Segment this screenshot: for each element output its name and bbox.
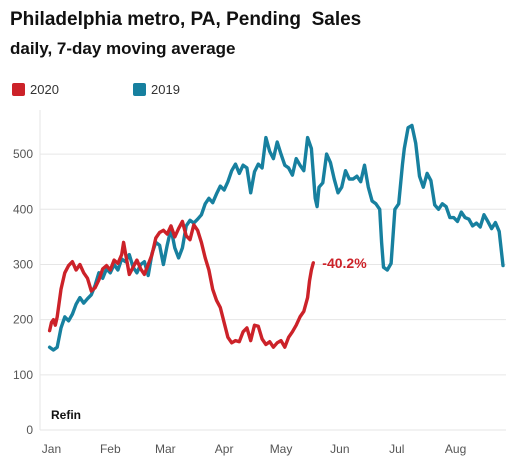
- x-tick-label-feb: Feb: [100, 442, 121, 456]
- x-tick-label-jul: Jul: [389, 442, 404, 456]
- chart-subtitle: daily, 7-day moving average: [10, 39, 236, 58]
- x-tick-label-apr: Apr: [215, 442, 234, 456]
- y-tick-label-0: 0: [26, 423, 33, 437]
- legend-swatch-2019: [133, 83, 146, 96]
- series-line-2019: [47, 123, 505, 352]
- series-line-2020: [47, 219, 315, 349]
- x-tick-label-may: May: [270, 442, 293, 456]
- gridlines: [40, 153, 506, 431]
- x-tick-label-aug: Aug: [445, 442, 466, 456]
- series-lines: [47, 123, 505, 352]
- y-tick-label-500: 500: [13, 147, 33, 161]
- x-tick-label-jan: Jan: [42, 442, 61, 456]
- x-tick-label-mar: Mar: [155, 442, 176, 456]
- axes: 0 100 200 300 400 500 Jan Feb Mar Apr May Jun Jul Aug: [13, 110, 466, 456]
- refin-annotation: Refin: [51, 408, 81, 422]
- legend-item-2019[interactable]: 2019: [133, 82, 180, 97]
- y-tick-label-200: 200: [13, 313, 33, 327]
- legend-item-2020[interactable]: 2020: [12, 82, 59, 97]
- y-tick-label-400: 400: [13, 202, 33, 216]
- y-tick-label-300: 300: [13, 257, 33, 271]
- legend-swatch-2020: [12, 83, 25, 96]
- x-tick-label-jun: Jun: [330, 442, 349, 456]
- legend-label-2020: 2020: [30, 82, 59, 97]
- legend-label-2019: 2019: [151, 82, 180, 97]
- y-tick-label-100: 100: [13, 368, 33, 382]
- end-value-label: -40.2%: [322, 255, 367, 271]
- chart-title: Philadelphia metro, PA, Pending Sales: [10, 9, 362, 30]
